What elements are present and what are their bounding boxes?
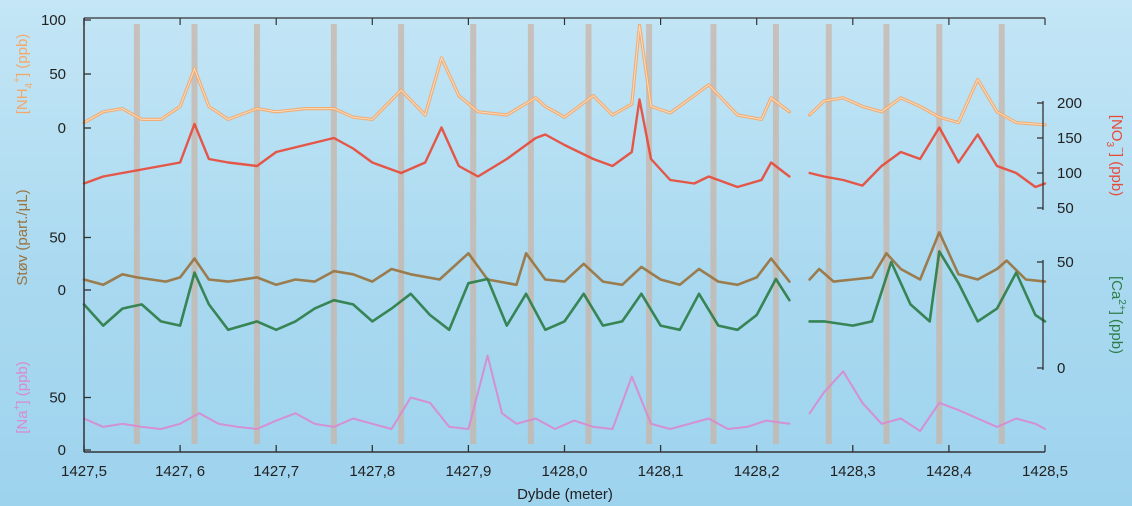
event-marker — [585, 24, 592, 444]
x-tick-label: 1427,9 — [445, 463, 491, 480]
series-line-no3 — [82, 98, 791, 189]
x-tick-label: 1428,0 — [542, 463, 588, 480]
y-tick-label-ca: 0 — [1057, 360, 1065, 377]
x-axis-label: Dybde (meter) — [517, 486, 613, 503]
event-marker — [398, 24, 405, 444]
x-tick-label: 1428,1 — [638, 463, 684, 480]
x-tick-label: 1428,4 — [926, 463, 972, 480]
event-markers — [133, 24, 1005, 444]
y-tick-label-no3: 100 — [1057, 165, 1082, 182]
y-tick-label-nh4: 100 — [41, 12, 66, 29]
y-tick-label-na: 0 — [58, 442, 66, 459]
y-axis-label-na: [Na+] (ppb) — [12, 361, 31, 434]
y-axis-label-ca: [Ca2+] (ppb) — [1108, 276, 1127, 354]
event-marker — [883, 24, 890, 444]
x-tick-label: 1428,3 — [830, 463, 876, 480]
x-tick-label: 1428,2 — [734, 463, 780, 480]
event-marker — [330, 24, 337, 444]
event-marker — [133, 24, 140, 444]
y-tick-label-no3: 50 — [1057, 200, 1074, 217]
series-highlight-nh4 — [83, 25, 790, 124]
y-tick-label-na: 50 — [49, 390, 66, 407]
event-marker — [710, 24, 717, 444]
event-marker — [470, 24, 477, 444]
axes: 1427,5 1427, 6 1427,7 1427,8 1427,9 1428,0 142… — [12, 12, 1127, 480]
series-highlight-nh4b — [809, 78, 1046, 126]
y-axis-label-dust: Støv (part./μL) — [14, 189, 31, 285]
event-marker — [253, 24, 260, 444]
series-line-dustb — [808, 231, 1047, 283]
y-tick-label-dust: 0 — [58, 282, 66, 299]
y-tick-label-no3: 150 — [1057, 130, 1082, 147]
series-line-ca — [82, 271, 791, 332]
y-tick-label-no3: 200 — [1057, 95, 1082, 112]
series-line-dust — [82, 252, 791, 287]
event-marker — [646, 24, 653, 444]
x-tick-label: 1427,8 — [349, 463, 395, 480]
event-marker — [998, 24, 1005, 444]
series-line-nab — [808, 370, 1046, 433]
y-axis-label-no3: [NO3−] (ppb) — [1104, 115, 1127, 196]
x-tick-label: 1428,5 — [1022, 463, 1068, 480]
series-line-na — [83, 354, 791, 430]
x-tick-label: 1427, 6 — [155, 463, 205, 480]
y-tick-label-ca: 50 — [1057, 254, 1074, 271]
series-line-nh4b — [808, 77, 1047, 127]
x-tick-label: 1427,5 — [61, 463, 107, 480]
series-line-no3b — [808, 126, 1047, 189]
series-line-cab — [808, 250, 1047, 327]
y-axis-label-nh4: [NH4+] (ppb) — [12, 34, 35, 115]
x-tick-label: 1427,7 — [253, 463, 299, 480]
y-tick-label-dust: 50 — [49, 230, 66, 247]
y-tick-label-nh4: 50 — [49, 66, 66, 83]
event-marker — [527, 24, 534, 444]
y-tick-label-nh4: 0 — [58, 120, 66, 137]
event-marker — [772, 24, 779, 444]
event-marker — [825, 24, 832, 444]
event-marker — [191, 24, 198, 444]
data-traces — [82, 23, 1047, 433]
